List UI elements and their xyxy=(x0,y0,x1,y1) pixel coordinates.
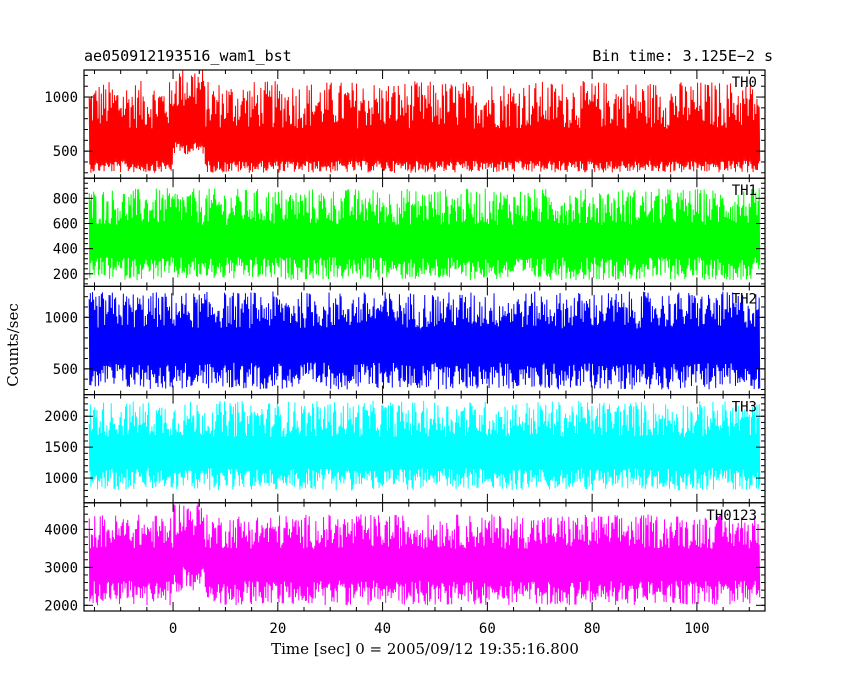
chart-title: ae050912193516_wam1_bst xyxy=(84,47,292,65)
y-tick-label: 4000 xyxy=(44,522,78,538)
x-tick-label: 40 xyxy=(374,621,391,637)
y-tick-label: 200 xyxy=(53,267,78,283)
panel-th1: 200 400 600 800 TH1 xyxy=(53,177,766,287)
x-axis-label: Time [sec] 0 = 2005/09/12 19:35:16.800 xyxy=(271,640,579,658)
panel-label-th0: TH0 xyxy=(732,75,757,91)
x-tick-label: 80 xyxy=(584,621,601,637)
y-tick-label: 2000 xyxy=(44,409,78,425)
y-tick-label: 2000 xyxy=(44,598,78,614)
y-tick-label: 1500 xyxy=(44,440,78,456)
panel-label-th0123: TH0123 xyxy=(706,508,757,524)
x-tick-label: 100 xyxy=(684,621,709,637)
panel-label-th3: TH3 xyxy=(732,400,757,416)
panel-th2: 500 1000 TH2 xyxy=(44,285,766,396)
panels-group: 5001000TH0200400600800TH15001000TH210001… xyxy=(44,69,766,614)
panel-th0123: 2000 3000 4000 TH0123 xyxy=(44,502,766,614)
panel-th3: 1000 1500 2000 TH3 xyxy=(44,394,766,504)
y-tick-label: 1000 xyxy=(44,90,78,106)
x-axis: 0 20 40 60 80 100 xyxy=(169,621,710,637)
series-line-th0123 xyxy=(88,503,761,606)
x-tick-label: 60 xyxy=(479,621,496,637)
x-tick-label: 0 xyxy=(169,621,177,637)
panel-label-th1: TH1 xyxy=(732,183,757,199)
panel-label-th2: TH2 xyxy=(732,291,757,307)
series-line-th3 xyxy=(88,400,761,491)
series-line-th2 xyxy=(88,291,761,390)
panel-frame xyxy=(83,502,766,612)
panel-th0: 500 1000 TH0 xyxy=(44,69,766,179)
y-tick-label: 3000 xyxy=(44,560,78,576)
y-tick-label: 500 xyxy=(53,362,78,378)
y-tick-label: 1000 xyxy=(44,310,78,326)
x-tick-label: 20 xyxy=(269,621,286,637)
y-tick-label: 800 xyxy=(53,191,78,207)
y-tick-label: 1000 xyxy=(44,471,78,487)
y-tick-label: 600 xyxy=(53,216,78,232)
y-tick-label: 400 xyxy=(53,242,78,258)
series-line-th1 xyxy=(88,188,761,281)
y-tick-label: 500 xyxy=(53,144,78,160)
series-line-th0 xyxy=(88,69,761,173)
bin-time-label: Bin time: 3.125E−2 s xyxy=(592,47,773,65)
y-axis-label: Counts/sec xyxy=(4,303,22,387)
